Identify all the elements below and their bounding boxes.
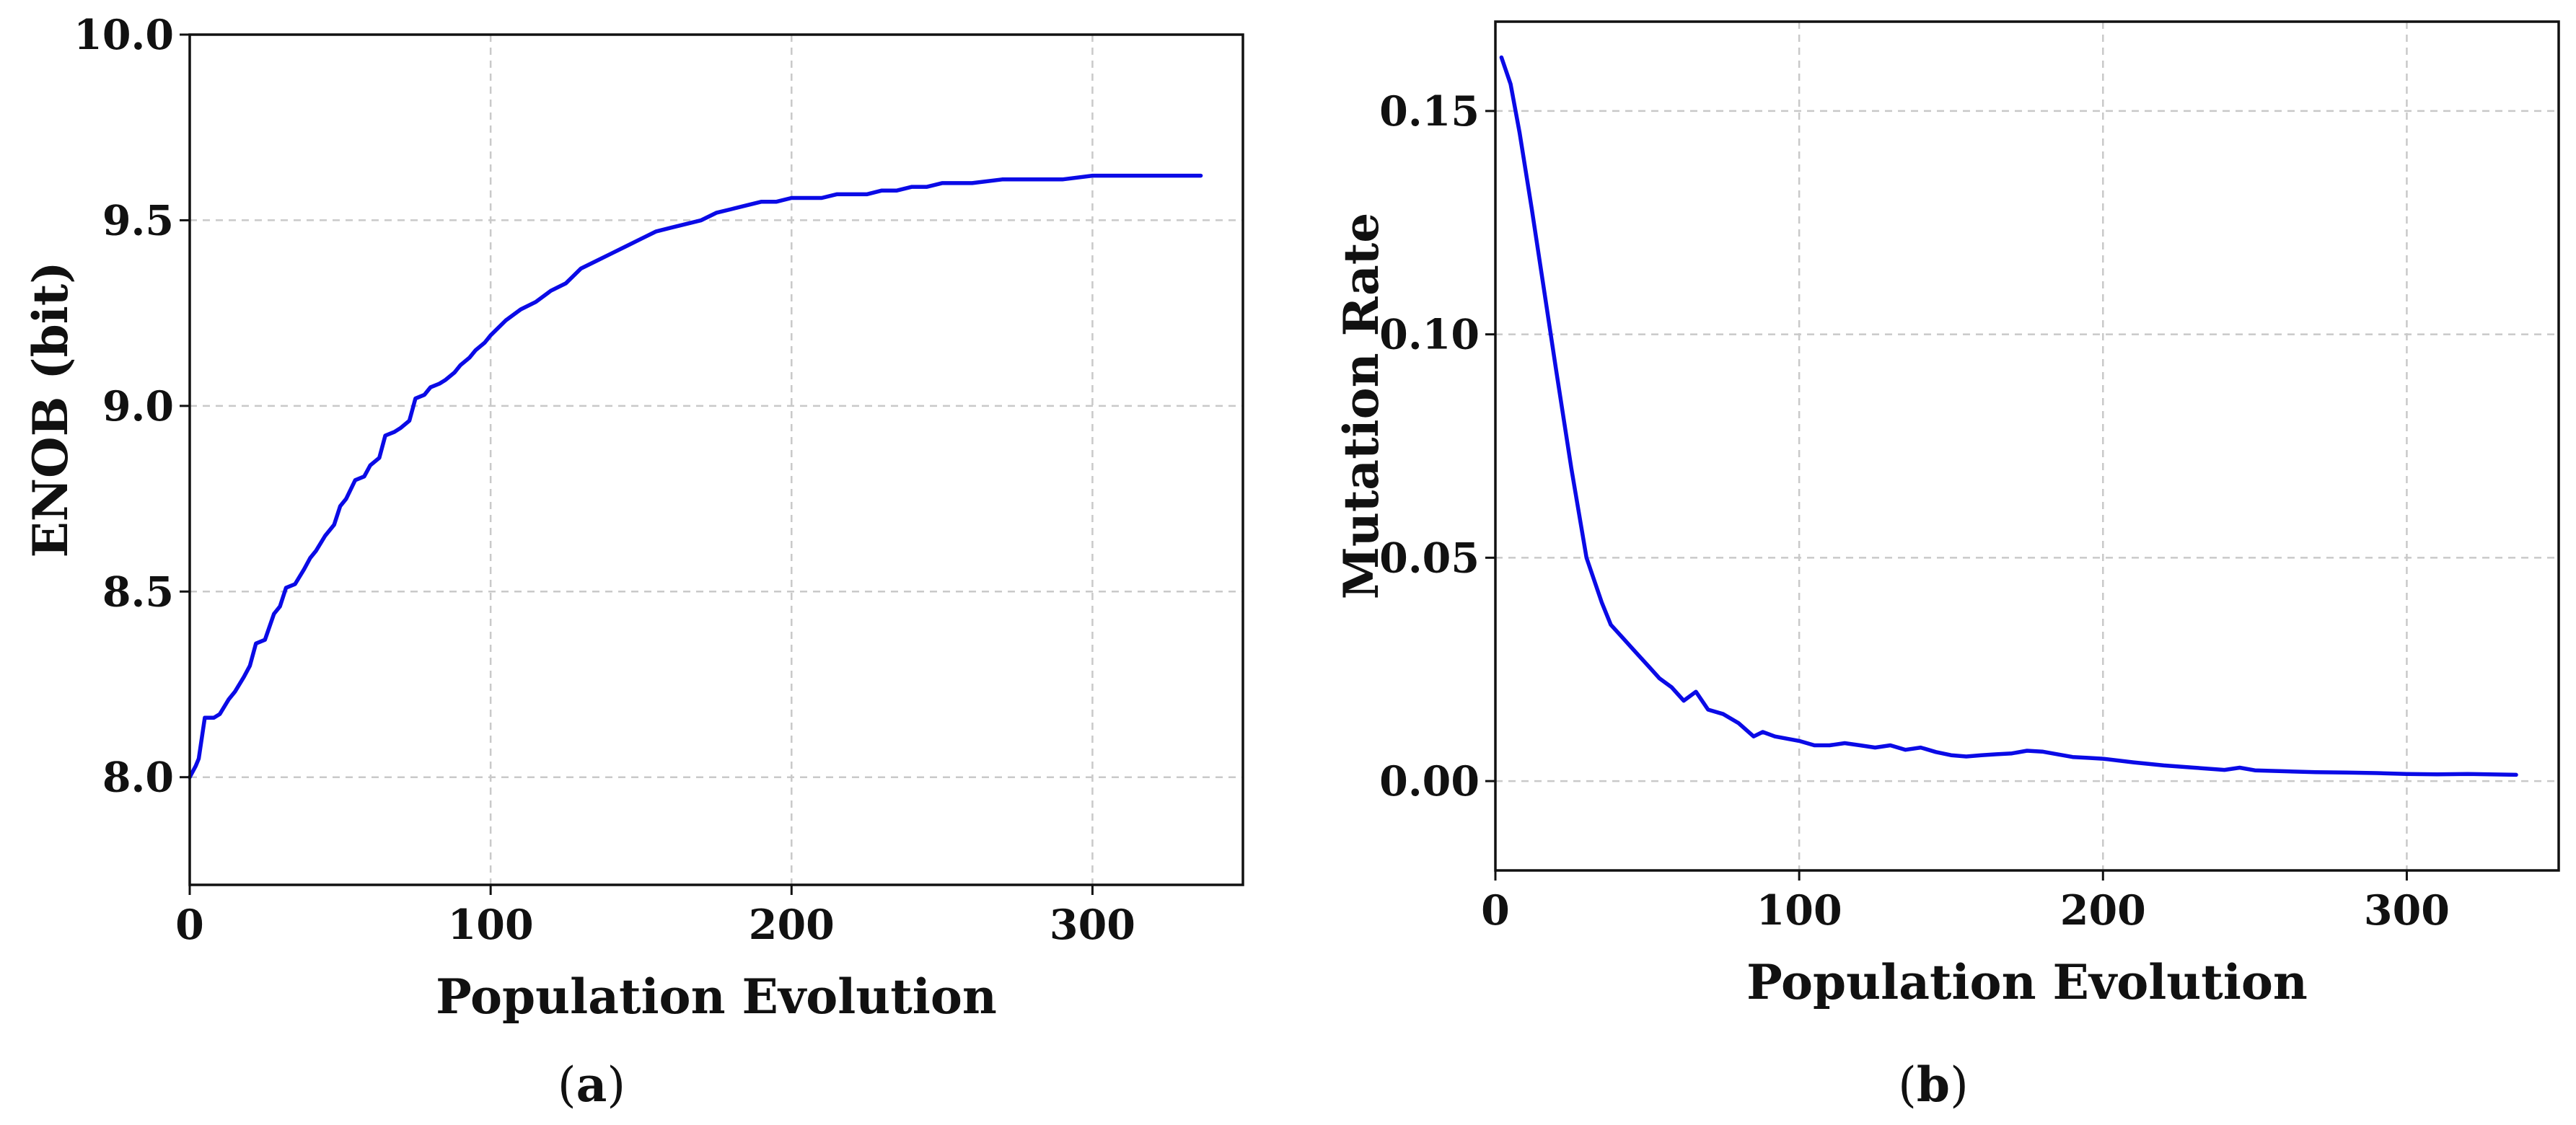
panel-a-x-tick-label: 0 — [175, 901, 204, 949]
panel-b-plot-frame — [1494, 20, 2560, 872]
panel-b-x-axis-title: Population Evolution — [1746, 954, 2308, 1010]
panel-b-tick-marks — [1485, 110, 2408, 881]
panel-b-x-tick-label: 300 — [2364, 886, 2450, 935]
panel-a-x-tick-labels: 0 100 200 300 — [175, 901, 1135, 949]
panel-a-plot-frame — [188, 33, 1244, 886]
panel-a-enob-series-line — [188, 173, 1203, 780]
panel-b-x-tick-label: 0 — [1481, 886, 1510, 935]
panel-a-caption: (a) — [558, 1056, 625, 1113]
panel-a-caption-open: ( — [558, 1057, 576, 1113]
panel-b-caption-letter: b — [1917, 1056, 1950, 1113]
panel-a-y-tick-label: 8.5 — [102, 568, 174, 616]
panel-b-y-tick-label: 0.10 — [1379, 311, 1480, 359]
panel-a-x-axis-title: Population Evolution — [436, 969, 997, 1025]
panel-b-y-tick-labels: 0.00 0.05 0.10 0.15 — [1379, 87, 1480, 806]
panel-b-y-tick-label: 0.00 — [1379, 757, 1480, 806]
panel-b-mutation-rate-chart: 0 100 200 300 0.00 0.05 0.10 0.15 Population E… — [1333, 20, 2560, 1113]
panel-a-tick-marks — [180, 33, 1094, 895]
panel-b-x-tick-labels: 0 100 200 300 — [1481, 886, 2450, 935]
panel-a-y-axis-title: ENOB (bit) — [22, 261, 79, 557]
panel-a-caption-letter: a — [576, 1056, 607, 1113]
panel-b-caption: (b) — [1898, 1056, 1969, 1113]
panel-b-y-axis-title: Mutation Rate — [1333, 213, 1389, 599]
panel-a-x-tick-label: 300 — [1050, 901, 1135, 949]
panel-a-y-tick-label: 8.0 — [102, 754, 174, 802]
panel-b-mutation-rate-series-line — [1499, 55, 2518, 777]
panel-a-enob-chart: 0 100 200 300 8.0 8.5 9.0 9.5 10.0 Population E… — [22, 11, 1244, 1113]
panel-a-caption-close: ) — [607, 1057, 625, 1113]
panel-b-x-tick-label: 100 — [1757, 886, 1842, 935]
panel-b-y-tick-label: 0.15 — [1379, 87, 1480, 136]
panel-a-y-tick-label: 9.0 — [102, 382, 174, 431]
panel-a-x-tick-label: 200 — [749, 901, 835, 949]
panel-a-y-tick-labels: 8.0 8.5 9.0 9.5 10.0 — [74, 11, 174, 802]
panel-a-grid — [190, 35, 1243, 885]
panel-a-y-tick-label: 9.5 — [102, 196, 174, 244]
panel-b-x-tick-label: 200 — [2060, 886, 2146, 935]
panel-b-caption-close: ) — [1950, 1057, 1969, 1113]
panel-b-grid — [1495, 22, 2559, 870]
panel-a-y-tick-label: 10.0 — [74, 11, 174, 59]
panel-b-caption-open: ( — [1898, 1057, 1917, 1113]
panel-b-y-tick-label: 0.05 — [1379, 534, 1480, 582]
panel-a-x-tick-label: 100 — [448, 901, 534, 949]
